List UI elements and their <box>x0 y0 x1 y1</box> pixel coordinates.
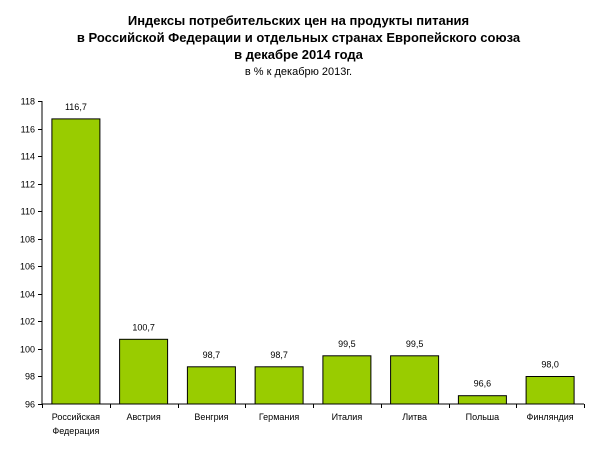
data-label: 98,7 <box>270 350 288 360</box>
chart-subtitle: в % к декабрю 2013г. <box>244 66 353 78</box>
y-tick-label: 102 <box>20 317 35 327</box>
chart-title-block: Индексы потребительских цен на продукты … <box>0 12 597 79</box>
data-label: 116,7 <box>65 102 87 112</box>
chart-title-line-3: в декабре 2014 года <box>234 47 363 62</box>
bar <box>390 355 440 405</box>
y-tick-label: 98 <box>25 372 35 382</box>
bar <box>322 355 372 405</box>
bar <box>254 366 304 405</box>
bar <box>525 376 575 405</box>
data-label: 96,6 <box>474 379 492 389</box>
y-tick-label: 108 <box>20 235 35 245</box>
bar <box>119 338 169 405</box>
y-tick-label: 106 <box>20 262 35 272</box>
data-label: 98,7 <box>203 350 221 360</box>
chart-title-line-2: в Российской Федерации и отдельных стран… <box>76 30 521 45</box>
category-label: Федерация <box>52 426 99 436</box>
category-label: Венгрия <box>194 412 228 422</box>
category-label: Литва <box>402 412 427 422</box>
chart-title-line-1: Индексы потребительских цен на продукты … <box>127 13 470 28</box>
data-label: 98,0 <box>541 360 559 370</box>
data-label: 99,5 <box>406 339 424 349</box>
y-tick-label: 116 <box>21 125 35 135</box>
bar <box>186 366 236 405</box>
y-tick-label: 100 <box>20 345 35 355</box>
category-label: Италия <box>332 412 363 422</box>
bar <box>51 118 101 405</box>
category-label: Польша <box>466 412 499 422</box>
category-label: Российская <box>52 412 100 422</box>
bar <box>457 395 507 405</box>
y-tick-label: 114 <box>21 152 35 162</box>
y-tick-label: 104 <box>20 290 35 300</box>
y-tick-label: 112 <box>21 180 35 190</box>
y-tick-label: 118 <box>21 97 35 107</box>
y-tick-label: 110 <box>21 207 35 217</box>
category-label: Германия <box>259 412 299 422</box>
category-label: Финляндия <box>527 412 574 422</box>
data-label: 100,7 <box>132 322 155 332</box>
data-label: 99,5 <box>338 339 356 349</box>
category-label: Австрия <box>126 412 160 422</box>
y-tick-label: 96 <box>25 400 35 410</box>
